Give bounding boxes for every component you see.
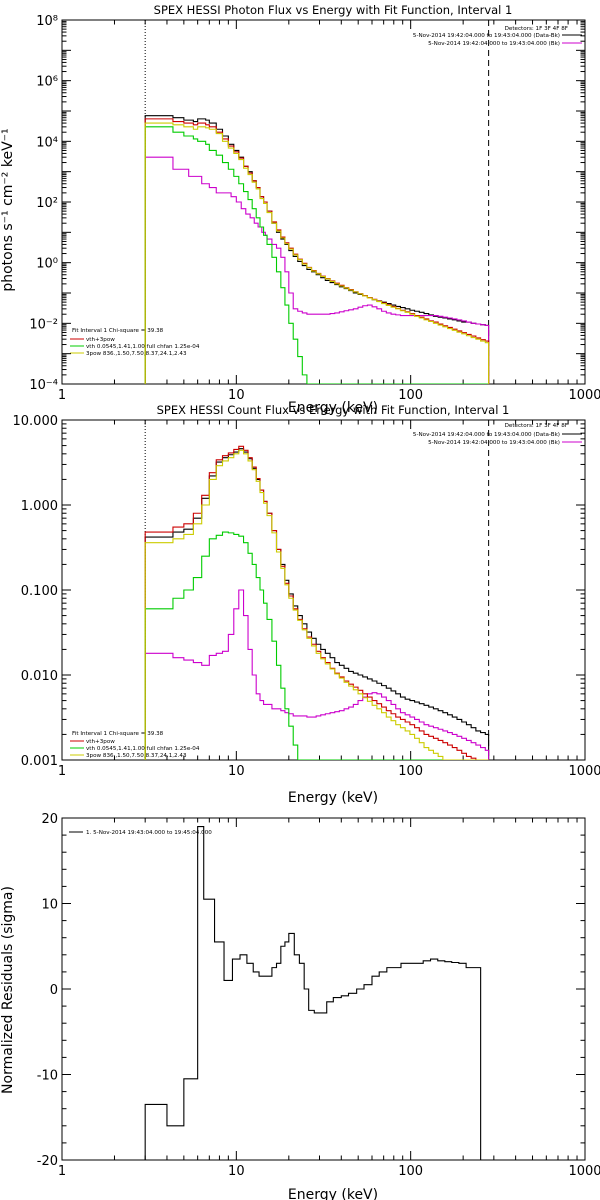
- y-tick-label: 0.010: [21, 669, 58, 684]
- x-tick-label: 10: [228, 388, 245, 403]
- legend-fit-header-count: Fit Interval 1 Chi-square = 39.38: [72, 731, 164, 737]
- legend-fit-item-1: vth+3pow: [86, 337, 115, 343]
- series-group: [144, 115, 490, 384]
- y-tick-label: 10⁶: [36, 75, 58, 90]
- y-tick-label: 10⁸: [36, 14, 58, 29]
- y-tick-label: 0.100: [21, 584, 58, 599]
- series-line-3: [144, 531, 489, 760]
- legend-fit-item-2: vth 0.0545,1.41,1.00 full chfan 1.25e-04: [86, 344, 200, 350]
- y-tick-label: 10.000: [13, 414, 59, 429]
- legend-detectors-count: Detectors: 1F 3F 4F 8F: [505, 423, 568, 429]
- x-tick-label: 10: [228, 764, 245, 779]
- count-flux-plot: SPEX HESSI Count Flux vs Energy with Fit…: [13, 403, 600, 806]
- series-line-0: [144, 826, 482, 1160]
- x-tick-label: 100: [398, 764, 423, 779]
- y-tick-label: 10⁴: [36, 135, 58, 150]
- residuals-legend-label: 1. 5-Nov-2014 19:43:04.000 to 19:45:04.0…: [86, 830, 212, 836]
- legend-fit-item-count-1: vth+3pow: [86, 739, 115, 745]
- count-flux-title: SPEX HESSI Count Flux vs Energy with Fit…: [157, 403, 510, 417]
- legend-data-bk-label-count: 5-Nov-2014 19:42:04.000 to 19:43:04.000 …: [413, 432, 560, 438]
- x-tick-label: 100: [398, 1164, 423, 1179]
- legend-bk-label: 5-Nov-2014 19:42:04.000 to 19:43:04.000 …: [428, 41, 560, 47]
- x-tick-label: 1000: [568, 764, 600, 779]
- photon-flux-xlabel: Energy (keV): [288, 400, 378, 416]
- photon-flux-ylabel: photons s⁻¹ cm⁻² keV⁻¹: [0, 128, 16, 291]
- series-line-0: [144, 448, 490, 760]
- legend-bk-label-count: 5-Nov-2014 19:42:04.000 to 19:43:04.000 …: [428, 440, 560, 446]
- series-line-3: [144, 126, 489, 384]
- x-tick-label: 1000: [568, 388, 600, 403]
- count-legend-data-bk: Detectors: 1F 3F 4F 8F 5-Nov-2014 19:42:…: [413, 423, 582, 446]
- legend-data-bk-label: 5-Nov-2014 19:42:04.000 to 19:43:04.000 …: [413, 33, 560, 39]
- series-line-1: [144, 156, 490, 384]
- x-tick-label: 1: [58, 764, 66, 779]
- photon-legend-data-bk: Detectors: 1F 3F 4F 8F 5-Nov-2014 19:42:…: [413, 26, 582, 47]
- series-group: [144, 445, 490, 760]
- y-tick-label: 0: [50, 983, 58, 998]
- x-tick-label: 1: [58, 388, 66, 403]
- y-tick-label: 10⁻²: [29, 317, 58, 332]
- x-tick-label: 1000: [568, 1164, 600, 1179]
- legend-detectors: Detectors: 1F 3F 4F 8F: [505, 26, 568, 32]
- photon-flux-plot: SPEX HESSI Photon Flux vs Energy with Fi…: [0, 3, 600, 416]
- residuals-plot: Energy (keV) Normalized Residuals (sigma…: [0, 812, 600, 1200]
- y-tick-label: -20: [37, 1154, 58, 1169]
- x-tick-label: 100: [398, 388, 423, 403]
- legend-fit-header: Fit Interval 1 Chi-square = 39.38: [72, 328, 164, 334]
- photon-flux-title: SPEX HESSI Photon Flux vs Energy with Fi…: [154, 3, 513, 17]
- legend-fit-item-3: 3pow 836.,1.50,7.50,8.37,24.1,2.43: [86, 351, 187, 357]
- x-tick-label: 10: [228, 1164, 245, 1179]
- legend-fit-item-count-2: vth 0.0545,1.41,1.00 full chfan 1.25e-04: [86, 746, 200, 752]
- residuals-legend: 1. 5-Nov-2014 19:43:04.000 to 19:45:04.0…: [69, 830, 212, 836]
- count-legend-fit: Fit Interval 1 Chi-square = 39.38 vth+3p…: [70, 731, 200, 759]
- x-tick-label: 1: [58, 1164, 66, 1179]
- y-tick-label: 10⁰: [36, 257, 58, 272]
- y-tick-label: 1.000: [21, 499, 58, 514]
- y-tick-label: 10⁻⁴: [29, 378, 58, 393]
- series-group: [144, 826, 482, 1160]
- series-line-4: [144, 122, 490, 384]
- residuals-ylabel: Normalized Residuals (sigma): [0, 886, 16, 1094]
- y-tick-label: 0.001: [21, 754, 58, 769]
- series-line-4: [144, 449, 489, 760]
- series-line-1: [144, 589, 490, 760]
- y-tick-label: 10: [41, 898, 58, 913]
- residuals-xlabel: Energy (keV): [288, 1187, 378, 1200]
- legend-fit-item-count-3: 3pow 836.,1.50,7.50,8.37,24.1,2.43: [86, 753, 187, 759]
- y-tick-label: 10²: [36, 196, 58, 211]
- y-tick-label: -10: [37, 1069, 58, 1084]
- photon-legend-fit: Fit Interval 1 Chi-square = 39.38 vth+3p…: [70, 328, 200, 357]
- y-tick-label: 20: [41, 812, 58, 827]
- count-flux-xlabel: Energy (keV): [288, 790, 378, 806]
